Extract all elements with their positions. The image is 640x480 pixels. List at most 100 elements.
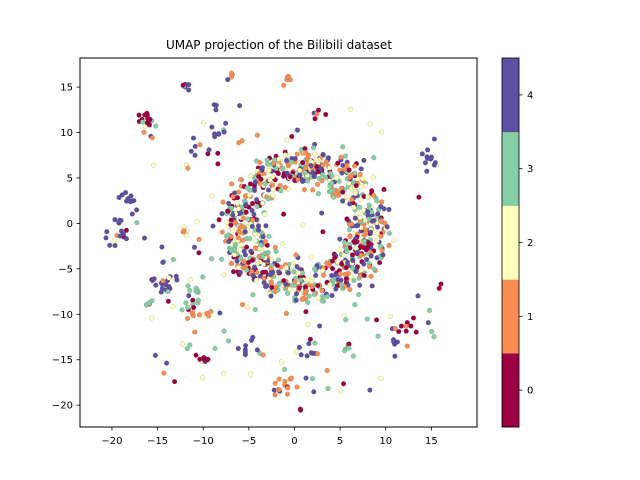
data-point	[297, 406, 303, 412]
data-point	[223, 120, 229, 126]
data-point	[187, 342, 193, 348]
data-point	[107, 242, 113, 248]
data-point	[265, 250, 271, 255]
data-point	[342, 271, 348, 277]
data-point	[305, 321, 311, 327]
data-point	[257, 246, 262, 252]
data-point	[251, 211, 257, 217]
data-point	[240, 265, 246, 271]
data-point	[285, 290, 290, 296]
data-point	[185, 165, 191, 171]
data-point	[200, 274, 206, 280]
data-point	[355, 249, 360, 255]
data-point	[187, 287, 193, 293]
data-point	[136, 112, 142, 118]
data-point	[343, 265, 349, 270]
data-point	[429, 329, 435, 334]
data-point	[270, 174, 276, 180]
data-point	[369, 188, 375, 194]
data-point	[343, 276, 349, 282]
y-axis: −20 −15 −10 −5 0 5 10 15	[52, 83, 80, 412]
data-point	[193, 288, 199, 294]
data-point	[270, 182, 275, 188]
data-point	[193, 352, 199, 358]
data-point	[186, 82, 192, 88]
data-point	[316, 107, 321, 113]
data-point	[229, 261, 235, 266]
y-tick-label: −5	[58, 264, 73, 275]
data-point	[284, 158, 290, 164]
data-point	[254, 204, 260, 210]
data-point	[273, 249, 279, 254]
data-point	[333, 175, 339, 181]
data-point	[230, 212, 236, 218]
data-point	[386, 230, 392, 236]
data-point	[313, 272, 319, 278]
data-point	[343, 317, 349, 323]
data-point	[296, 285, 302, 291]
data-point	[243, 202, 249, 208]
data-point	[371, 155, 377, 161]
data-point	[310, 376, 315, 382]
data-point	[289, 134, 295, 139]
data-point	[228, 217, 234, 223]
data-point	[312, 116, 318, 122]
y-tick-label: 0	[67, 219, 73, 230]
data-point	[264, 283, 270, 289]
data-point	[375, 224, 381, 230]
data-point	[411, 315, 416, 321]
data-point	[300, 296, 306, 301]
data-point	[339, 170, 345, 176]
data-point	[328, 188, 334, 194]
data-point	[128, 193, 134, 199]
data-point	[172, 379, 178, 385]
data-point	[378, 243, 384, 249]
data-point	[241, 215, 246, 221]
data-point	[186, 293, 192, 299]
data-point	[141, 129, 147, 135]
data-point	[338, 388, 344, 394]
data-point	[335, 276, 341, 282]
data-point	[241, 248, 247, 254]
data-point	[104, 229, 110, 235]
data-point	[306, 341, 312, 347]
data-point	[224, 219, 230, 225]
data-point	[243, 209, 249, 215]
data-point	[315, 351, 320, 357]
data-point	[294, 151, 300, 157]
data-point	[353, 269, 359, 275]
data-point	[274, 263, 280, 268]
data-point	[276, 257, 281, 263]
data-point	[342, 348, 347, 354]
data-point	[237, 229, 243, 235]
data-point	[284, 137, 290, 143]
data-point	[352, 191, 358, 197]
data-point	[413, 329, 419, 335]
data-point	[302, 170, 308, 175]
colorbar-tick-label: 2	[527, 238, 533, 249]
data-point	[338, 154, 344, 160]
data-point	[250, 292, 256, 298]
data-point	[270, 187, 276, 192]
data-point	[185, 305, 191, 311]
data-point	[352, 163, 358, 169]
data-point	[337, 236, 343, 242]
data-point	[346, 167, 352, 173]
colorbar-segment	[502, 205, 519, 280]
data-point	[260, 352, 266, 358]
colorbar-segment	[502, 279, 519, 354]
data-point	[260, 234, 266, 240]
data-point	[329, 180, 335, 186]
data-point	[339, 261, 345, 267]
colorbar-tick-label: 1	[527, 312, 533, 323]
data-point	[255, 260, 261, 266]
data-point	[281, 211, 287, 217]
data-point	[368, 273, 374, 279]
data-point	[165, 298, 171, 304]
data-point	[221, 272, 227, 278]
data-point	[424, 154, 430, 160]
data-point	[297, 167, 303, 173]
data-point	[327, 170, 333, 176]
data-point	[347, 287, 353, 293]
